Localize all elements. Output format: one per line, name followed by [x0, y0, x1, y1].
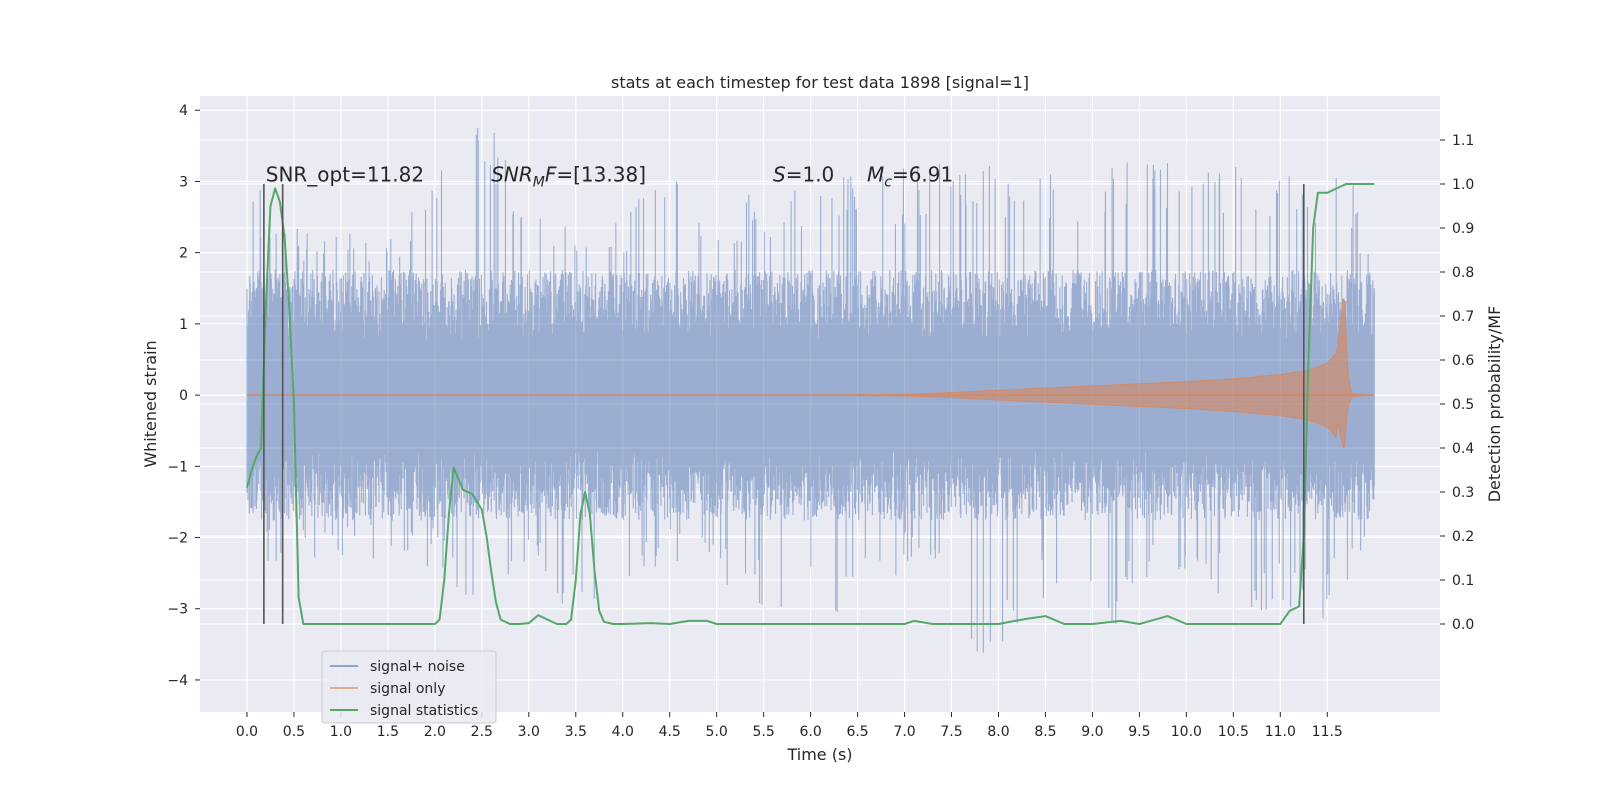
y2-tick-label-0: 0.0	[1452, 617, 1474, 633]
chart-title: stats at each timestep for test data 189…	[611, 73, 1029, 92]
y2-tick-label-4: 0.4	[1452, 441, 1474, 457]
x-tick-label-7: 3.5	[565, 724, 587, 740]
x-tick-label-15: 7.5	[940, 724, 962, 740]
y2-tick-label-7: 0.7	[1452, 309, 1474, 325]
y-tick-label-5: 1	[179, 317, 188, 333]
annotation-1-part-3: =[13.38]	[556, 162, 646, 186]
annotation-0: SNR_opt=11.82	[266, 162, 424, 186]
x-tick-label-13: 6.5	[846, 724, 868, 740]
x-tick-label-8: 4.0	[612, 724, 634, 740]
y2-tick-label-3: 0.3	[1452, 485, 1474, 501]
annotation-2-part-1: =1.0	[786, 162, 835, 186]
legend-box	[321, 650, 497, 724]
annotation-1-part-1: M	[533, 174, 545, 190]
series-signal-only	[246, 298, 1375, 449]
y-tick-label-6: 2	[179, 246, 188, 262]
y-tick-label-1: −3	[167, 602, 188, 618]
x-tick-label-12: 6.0	[799, 724, 821, 740]
y-tick-label-4: 0	[179, 388, 188, 404]
y2-tick-label-11: 1.1	[1452, 133, 1474, 149]
y-tick-label-7: 3	[179, 174, 188, 190]
y-axis-label: Whitened strain	[141, 340, 160, 467]
y2-tick-label-8: 0.8	[1452, 265, 1474, 281]
legend-label-2: signal statistics	[370, 703, 478, 719]
x-tick-label-4: 2.0	[424, 724, 446, 740]
series-layer	[246, 127, 1375, 653]
vertical-lines	[263, 184, 1305, 624]
x-tick-label-6: 3.0	[518, 724, 540, 740]
x-tick-label-1: 0.5	[283, 724, 305, 740]
annotations: SNR_opt=11.82 SNRMF=[13.38] S=1.0 Mc=6.91	[266, 162, 953, 190]
y2-tick-label-5: 0.5	[1452, 397, 1474, 413]
x-tick-label-2: 1.0	[330, 724, 352, 740]
x-tick-label-11: 5.5	[753, 724, 775, 740]
x-tick-label-19: 9.5	[1128, 724, 1150, 740]
x-tick-label-0: 0.0	[236, 724, 258, 740]
legend-label-0: signal+ noise	[370, 659, 465, 675]
y-tick-label-8: 4	[179, 103, 188, 119]
annotation-1: SNRMF=[13.38]	[491, 162, 646, 190]
y2-tick-label-6: 0.6	[1452, 353, 1474, 369]
x-tick-label-3: 1.5	[377, 724, 399, 740]
axes: 0.0 0.5 1.0 1.5 2.0 2.5 3.0 3.5 4.0 4.5 5.0 5.5 6.0 6…	[167, 103, 1474, 740]
series-signal-statistics	[246, 183, 1375, 625]
y2-tick-label-1: 0.1	[1452, 573, 1474, 589]
y-tick-label-0: −4	[167, 673, 188, 689]
x-tick-label-20: 10.0	[1171, 724, 1202, 740]
annotation-2-part-0: S	[773, 162, 786, 186]
annotation-3-part-2: =6.91	[892, 162, 953, 186]
y-tick-label-3: −1	[167, 459, 188, 475]
annotation-3: Mc=6.91	[867, 162, 953, 190]
y2-tick-label-2: 0.2	[1452, 529, 1474, 545]
annotation-1-part-2: F	[545, 162, 557, 186]
x-tick-label-9: 4.5	[659, 724, 681, 740]
annotation-1-part-0: SNR	[491, 162, 533, 186]
annotation-2: S=1.0	[773, 162, 834, 186]
legend-label-1: signal only	[370, 681, 445, 697]
x-tick-label-22: 11.0	[1265, 724, 1296, 740]
x-tick-label-5: 2.5	[471, 724, 493, 740]
annotation-3-part-0: M	[867, 162, 884, 186]
x-tick-label-14: 7.0	[893, 724, 915, 740]
x-axis-label: Time (s)	[786, 745, 852, 764]
x-tick-label-18: 9.0	[1081, 724, 1103, 740]
legend: signal+ noise signal only signal statistic…	[321, 650, 497, 724]
y-tick-label-2: −2	[167, 531, 188, 547]
annotation-0-part-0: SNR_opt=11.82	[266, 162, 424, 186]
x-tick-label-23: 11.5	[1312, 724, 1343, 740]
y2-tick-label-10: 1.0	[1452, 177, 1474, 193]
x-tick-label-21: 10.5	[1218, 724, 1249, 740]
y2-axis-label: Detection probability/MF	[1485, 306, 1504, 503]
x-tick-label-17: 8.5	[1034, 724, 1056, 740]
x-tick-label-10: 5.0	[706, 724, 728, 740]
x-tick-label-16: 8.0	[987, 724, 1009, 740]
signal-statistics-line	[246, 183, 1375, 625]
annotation-3-part-1: c	[884, 174, 892, 190]
y2-tick-label-9: 0.9	[1452, 221, 1474, 237]
